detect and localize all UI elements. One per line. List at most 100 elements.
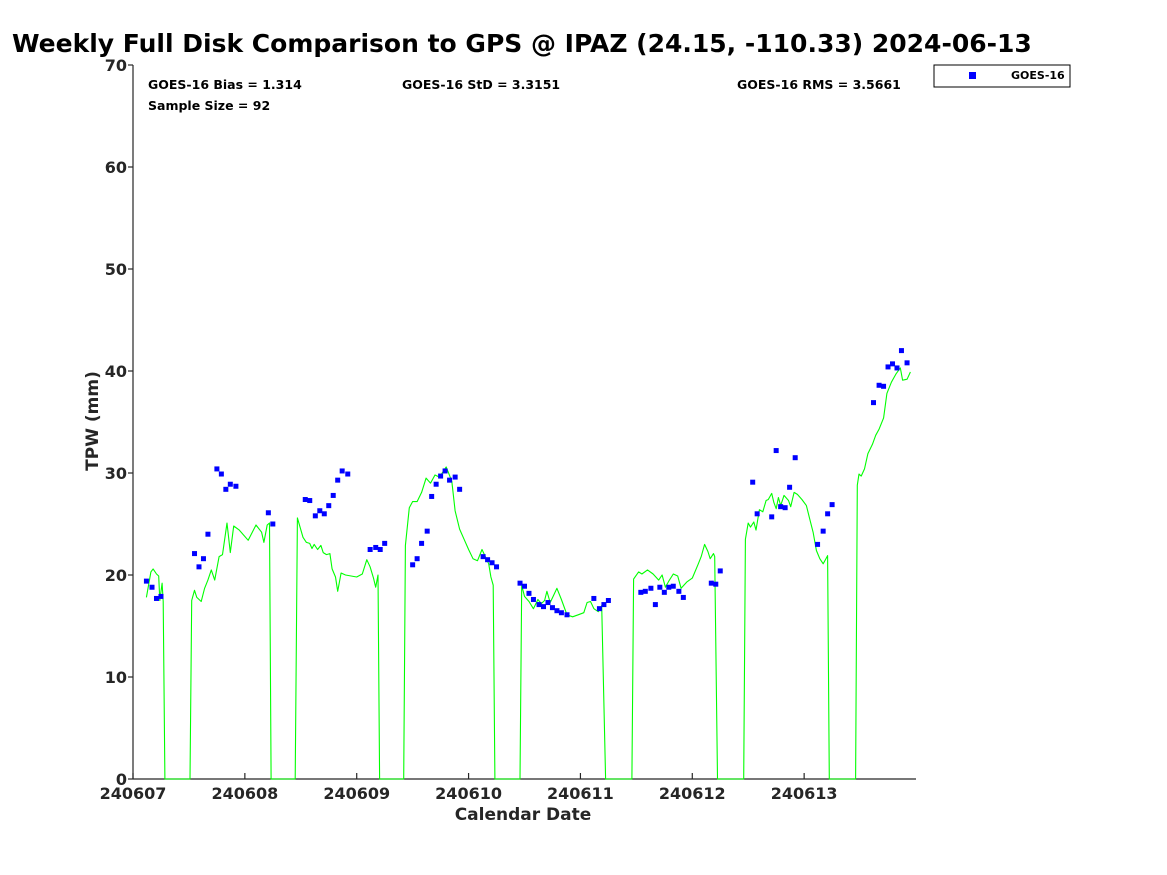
- data-point: [526, 590, 532, 596]
- x-tick-label: 240610: [435, 784, 502, 803]
- stat-std: GOES-16 StD = 3.3151: [402, 77, 560, 92]
- data-point: [227, 481, 233, 487]
- y-tick-label: 30: [105, 464, 127, 483]
- data-point: [218, 471, 224, 477]
- x-tick-label: 240612: [659, 784, 726, 803]
- data-point: [708, 580, 714, 586]
- data-point: [307, 498, 313, 504]
- data-point: [713, 581, 719, 587]
- data-point: [754, 511, 760, 517]
- data-point: [773, 448, 779, 454]
- data-point: [419, 540, 425, 546]
- data-point: [373, 544, 379, 550]
- y-ticks: 0 10 20 30 40 50 60 70: [105, 56, 133, 789]
- data-point: [717, 568, 723, 574]
- data-point: [457, 486, 463, 492]
- data-point: [302, 497, 308, 503]
- data-point: [870, 400, 876, 406]
- y-tick-label: 20: [105, 566, 127, 585]
- data-point: [541, 604, 547, 610]
- data-point: [196, 564, 202, 570]
- x-tick-label: 240609: [323, 784, 390, 803]
- legend-label: GOES-16: [1011, 69, 1065, 82]
- data-point: [778, 504, 784, 510]
- data-point: [652, 602, 658, 608]
- y-axis-label: TPW (mm): [83, 371, 103, 471]
- y-tick-label: 70: [105, 56, 127, 75]
- y-tick-label: 0: [116, 770, 127, 789]
- data-point: [149, 584, 155, 590]
- chart-title: Weekly Full Disk Comparison to GPS @ IPA…: [12, 29, 1032, 58]
- data-point: [554, 608, 560, 614]
- data-point: [750, 479, 756, 485]
- data-point: [894, 365, 900, 371]
- data-point: [657, 584, 663, 590]
- data-point: [820, 528, 826, 534]
- data-point: [530, 596, 536, 602]
- data-point: [676, 588, 682, 594]
- data-point: [410, 562, 416, 568]
- data-point: [601, 602, 607, 608]
- data-point: [536, 602, 542, 608]
- data-point: [648, 585, 654, 591]
- data-point: [200, 556, 206, 562]
- x-tick-label: 240607: [100, 784, 167, 803]
- data-point: [549, 605, 555, 611]
- x-ticks: 240607 240608 240609 240610 240611 240612 2406…: [100, 773, 838, 803]
- data-point: [438, 473, 444, 479]
- legend-marker: [969, 72, 976, 79]
- data-point: [335, 477, 341, 483]
- data-point: [596, 606, 602, 612]
- data-point: [153, 595, 159, 601]
- data-point: [312, 513, 318, 519]
- data-point: [345, 471, 351, 477]
- data-point: [829, 502, 835, 508]
- data-point: [890, 361, 896, 367]
- data-point: [489, 560, 495, 566]
- y-tick-label: 60: [105, 158, 127, 177]
- data-point: [666, 584, 672, 590]
- data-point: [429, 493, 435, 499]
- data-point: [904, 360, 910, 366]
- data-point: [326, 503, 332, 509]
- data-point: [517, 580, 523, 586]
- data-point: [782, 505, 788, 511]
- data-point: [330, 492, 336, 498]
- data-point: [377, 547, 383, 552]
- data-point: [367, 547, 373, 552]
- data-point: [494, 564, 500, 570]
- data-point: [205, 531, 211, 537]
- x-tick-label: 240608: [211, 784, 278, 803]
- data-point: [442, 468, 448, 474]
- data-point: [545, 600, 551, 606]
- data-point: [424, 528, 430, 534]
- data-point: [485, 557, 491, 563]
- y-tick-label: 10: [105, 668, 127, 687]
- data-point: [792, 455, 798, 461]
- legend: GOES-16: [933, 64, 1071, 88]
- data-point: [815, 541, 821, 547]
- x-tick-label: 240613: [771, 784, 838, 803]
- stat-rms: GOES-16 RMS = 3.5661: [737, 77, 901, 92]
- x-axis-label: Calendar Date: [455, 805, 592, 825]
- data-point: [670, 583, 676, 589]
- data-point: [270, 521, 276, 527]
- data-point: [558, 610, 564, 616]
- data-point: [787, 484, 793, 490]
- data-point: [158, 593, 164, 599]
- data-point: [233, 483, 239, 489]
- data-point: [638, 589, 644, 595]
- data-point: [143, 578, 149, 584]
- data-point: [433, 481, 439, 487]
- data-point: [382, 540, 388, 546]
- y-tick-label: 40: [105, 362, 127, 381]
- data-point: [661, 589, 667, 595]
- data-point: [447, 477, 453, 483]
- data-point: [591, 595, 597, 601]
- data-point: [898, 348, 904, 354]
- data-point: [265, 510, 271, 516]
- gps-tpw-line: [145, 367, 911, 780]
- data-point: [680, 594, 686, 600]
- data-point: [769, 514, 775, 520]
- data-point: [214, 466, 220, 472]
